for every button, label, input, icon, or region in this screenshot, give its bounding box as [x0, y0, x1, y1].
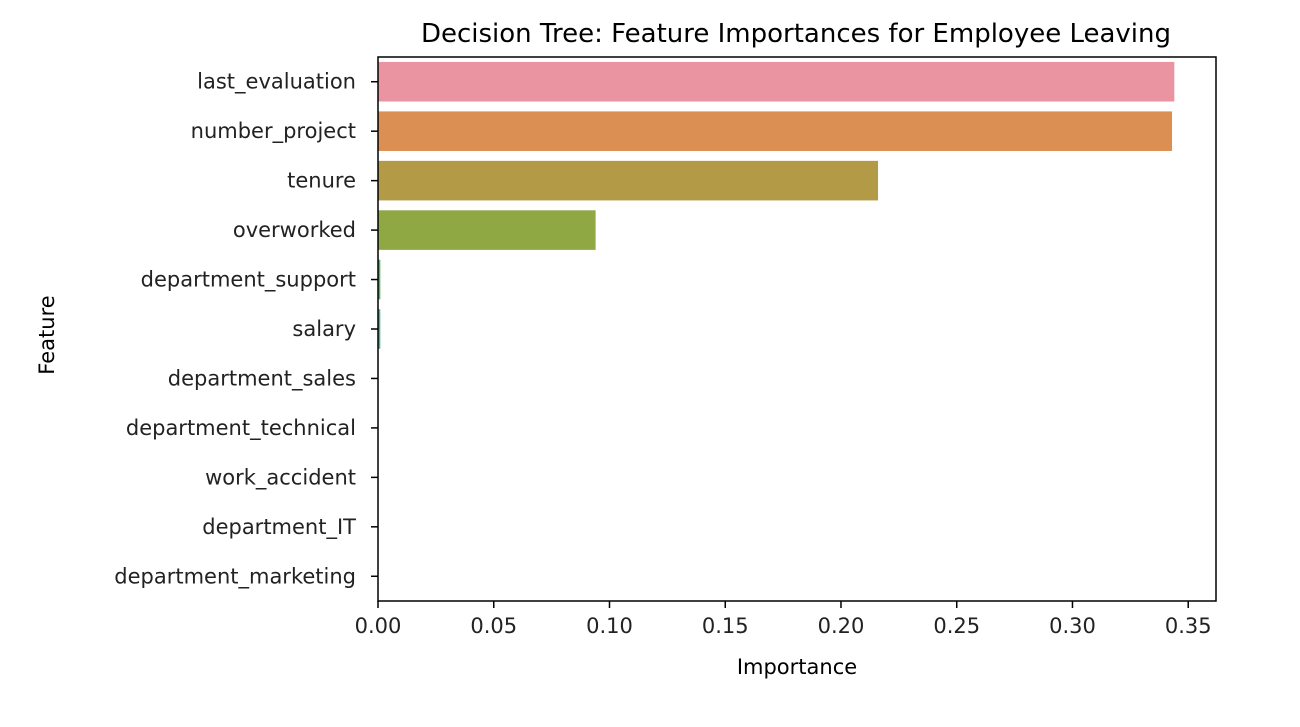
x-tick-label: 0.25 — [933, 614, 980, 638]
y-tick-label: department_marketing — [114, 564, 356, 589]
x-tick-label: 0.00 — [355, 614, 402, 638]
x-tick-label: 0.15 — [702, 614, 749, 638]
x-tick-label: 0.35 — [1165, 614, 1212, 638]
chart-title: Decision Tree: Feature Importances for E… — [421, 19, 1171, 49]
y-tick-label: department_support — [141, 268, 356, 293]
bar-tenure — [378, 160, 879, 201]
bar-overworked — [378, 210, 596, 250]
y-tick-label: department_IT — [202, 515, 356, 540]
bar-salary — [378, 309, 381, 349]
y-tick-label: department_sales — [168, 366, 356, 391]
y-tick-label: work_accident — [205, 465, 356, 490]
x-tick-label: 0.10 — [586, 614, 633, 638]
bar-department_support — [378, 259, 381, 300]
y-tick-label: number_project — [191, 119, 356, 144]
x-tick-label: 0.30 — [1049, 614, 1096, 638]
y-tick-label: department_technical — [126, 416, 356, 441]
x-tick-label: 0.05 — [470, 614, 517, 638]
y-axis-label: Feature — [35, 295, 59, 374]
plot-frame — [377, 56, 1217, 602]
bar-number_project — [378, 111, 1173, 151]
y-tick-label: last_evaluation — [197, 70, 356, 95]
x-tick-label: 0.20 — [818, 614, 865, 638]
y-tick-label: overworked — [233, 218, 356, 242]
y-tick-label: salary — [292, 317, 356, 341]
bar-last_evaluation — [378, 61, 1175, 102]
bars-group — [378, 61, 1175, 349]
x-axis-ticks: 0.00 0.05 0.10 0.15 0.20 0.25 0.30 0.35 — [355, 601, 1212, 638]
y-tick-label: tenure — [287, 169, 356, 193]
x-axis-label: Importance — [737, 655, 857, 679]
